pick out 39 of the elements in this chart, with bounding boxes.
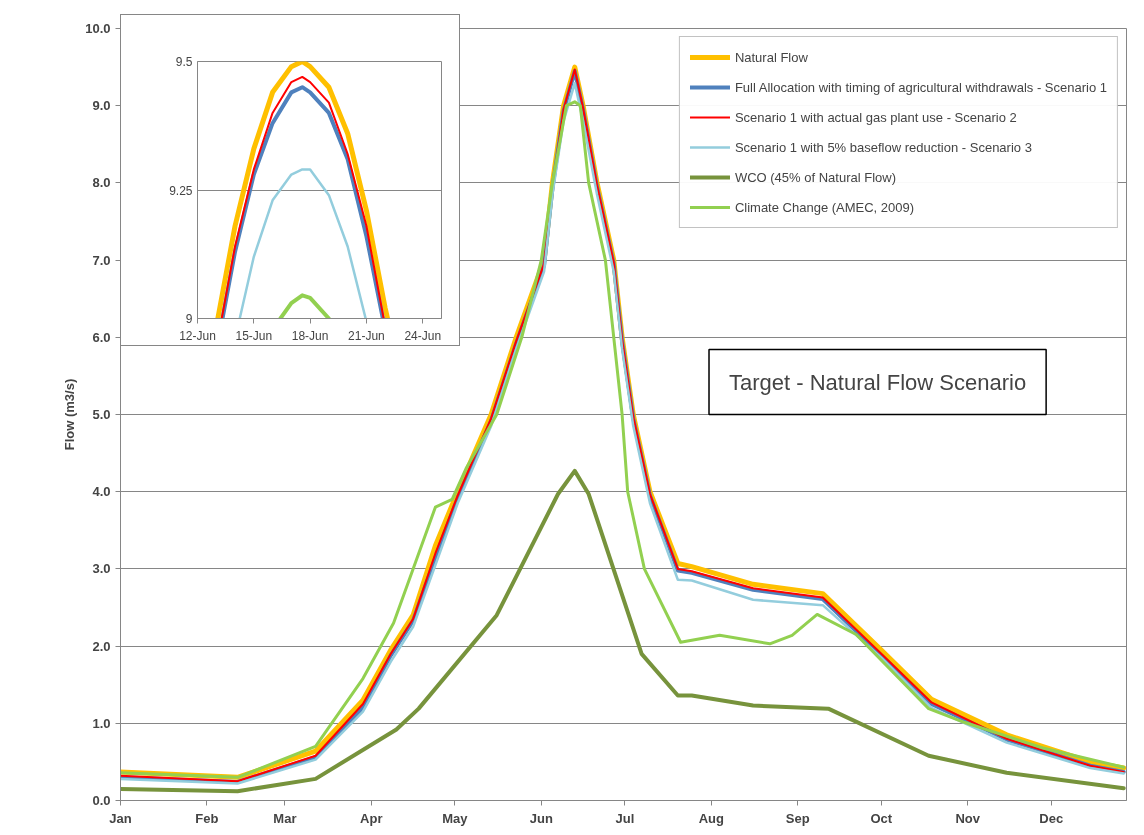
y-tick-label: 1.0: [92, 715, 111, 731]
y-tick-label: 5.0: [92, 407, 111, 422]
y-tick-label: 9.5: [175, 55, 193, 69]
x-tick-label: Aug: [698, 810, 724, 826]
y-tick-label: 9: [185, 312, 193, 326]
legend-label: Climate Change (AMEC, 2009): [734, 199, 915, 215]
y-tick-label: 7.0: [92, 252, 111, 268]
annotation: Target - Natural Flow Scenario: [729, 369, 1027, 395]
x-tick-label: Apr: [360, 810, 383, 826]
x-tick-label: Nov: [955, 810, 981, 826]
legend-label: Natural Flow: [734, 49, 808, 65]
x-tick-label: Dec: [1039, 810, 1064, 826]
y-axis-title: Flow (m3/s): [62, 378, 78, 451]
x-tick-label: Jan: [109, 810, 132, 826]
y-tick-label: 4.0: [92, 484, 111, 500]
y-tick-label: 3.0: [92, 561, 111, 577]
x-tick-label: 21-Jun: [348, 328, 385, 343]
x-tick-label: Feb: [195, 810, 219, 826]
y-tick-label: 9.25: [169, 183, 193, 198]
y-tick-label: 6.0: [92, 329, 111, 345]
x-tick-label: Sep: [785, 810, 810, 826]
legend-label: WCO (45% of Natural Flow): [734, 169, 896, 185]
x-tick-label: 15-Jun: [235, 328, 273, 343]
x-tick-label: May: [442, 810, 469, 826]
x-tick-label: Jul: [615, 810, 635, 826]
x-tick-label: 18-Jun: [291, 328, 329, 343]
x-tick-label: Oct: [870, 810, 893, 826]
x-tick-label: Mar: [273, 810, 297, 826]
x-tick-label: 24-Jun: [404, 328, 442, 343]
y-tick-label: 2.0: [92, 638, 111, 654]
y-tick-label: 9.0: [92, 98, 111, 114]
legend-label: Scenario 1 with actual gas plant use - Scenario 2: [734, 109, 1017, 125]
y-tick-label: 10.0: [85, 21, 111, 36]
x-tick-label: 12-Jun: [179, 328, 216, 343]
x-tick-label: Jun: [529, 810, 553, 826]
legend-label: Scenario 1 with 5% baseflow reduction - Scenario 3: [734, 139, 1032, 155]
y-tick-label: 0.0: [92, 793, 111, 808]
y-tick-label: 8.0: [92, 175, 111, 191]
legend-label: Full Allocation with timing of agricultural withdrawals - Scenario 1: [734, 79, 1107, 95]
